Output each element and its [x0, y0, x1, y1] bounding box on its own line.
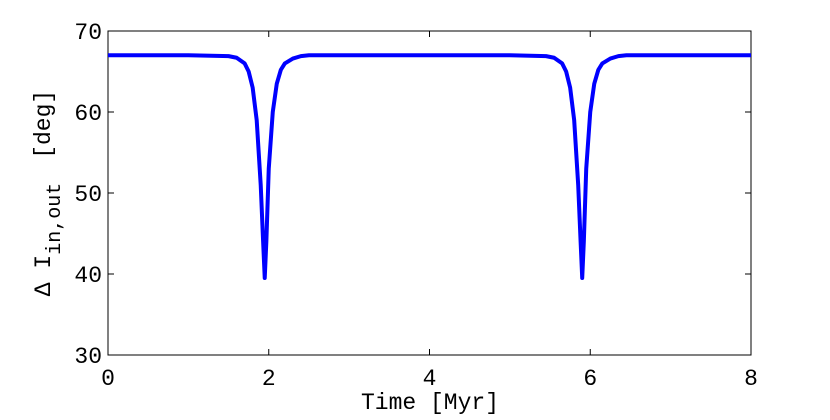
y-tick-label: 50	[74, 182, 102, 208]
y-label-unit: [deg]	[31, 90, 57, 159]
y-tick-label: 70	[74, 20, 102, 46]
x-tick-label: 0	[101, 366, 115, 392]
x-tick-label: 8	[744, 366, 758, 392]
y-axis-label: Δ Iin,out [deg]	[31, 90, 67, 296]
data-line	[108, 53, 751, 281]
x-tick-label: 6	[583, 366, 597, 392]
y-tick-label: 30	[74, 344, 102, 370]
x-tick-label: 4	[423, 366, 437, 392]
y-tick-label: 40	[74, 263, 102, 289]
plot-frame	[107, 30, 752, 356]
y-label-main: Δ I	[31, 255, 57, 296]
y-label-subscript: in,out	[44, 183, 67, 255]
y-tick-label: 60	[74, 101, 102, 127]
x-axis-label: Time [Myr]	[361, 390, 499, 415]
x-tick-label: 2	[262, 366, 276, 392]
